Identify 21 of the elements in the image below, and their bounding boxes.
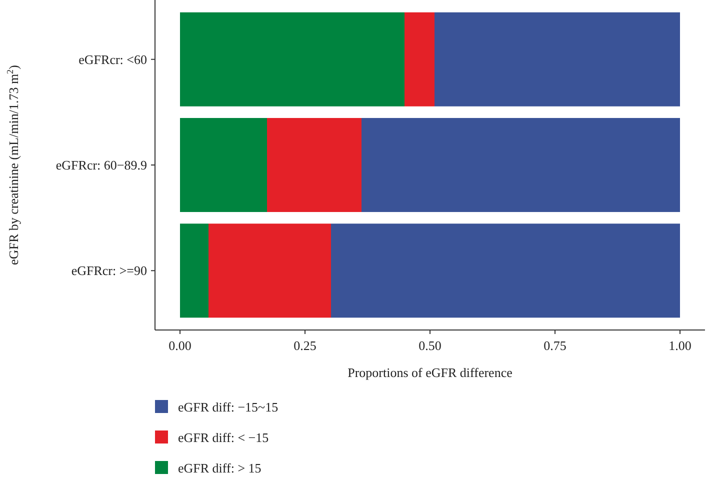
bar <box>208 224 331 318</box>
y-tick-label: eGFRcr: <60 <box>78 52 147 67</box>
legend-label: eGFR diff: > 15 <box>178 460 262 476</box>
x-tick-label: 0.00 <box>168 338 192 353</box>
y-tick-label: eGFRcr: >=90 <box>71 263 147 278</box>
bar <box>180 118 267 212</box>
x-tick-label: 0.75 <box>544 338 566 353</box>
bar <box>434 12 680 106</box>
bar <box>362 118 680 212</box>
x-tick-label: 0.25 <box>294 338 316 353</box>
bar <box>180 224 208 318</box>
bar <box>267 118 362 212</box>
y-tick-label: eGFRcr: 60−89.9 <box>56 158 147 173</box>
bar <box>180 12 404 106</box>
x-tick-label: 1.00 <box>668 338 692 353</box>
legend-label: eGFR diff: < −15 <box>178 430 269 446</box>
bar <box>331 224 680 318</box>
legend-label: eGFR diff: −15~15 <box>178 400 278 415</box>
x-tick-label: 0.50 <box>418 338 442 353</box>
x-axis-title: Proportions of eGFR difference <box>348 365 513 380</box>
bar <box>404 12 434 106</box>
